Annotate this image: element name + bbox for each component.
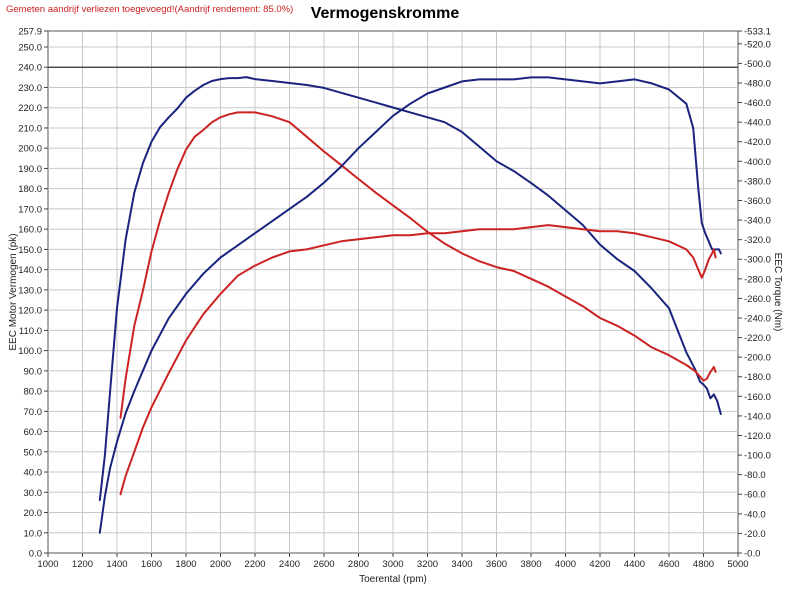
x-axis-title: Toerental (rpm) [359,574,427,585]
y-tick-label: 20.0 [24,508,43,519]
chart-title: Vermogenskromme [311,5,460,22]
x-tick-label: 3600 [486,559,507,570]
y-tick-label: 110.0 [19,326,42,337]
y2-tick-label: -300.0 [744,255,771,266]
x-tick-label: 1000 [37,559,58,570]
y-axis-title: EEC Motor Vermogen (pk) [8,233,19,350]
x-tick-label: 1200 [72,559,93,570]
y-tick-label: 200.0 [18,144,42,155]
y-tick-label: 40.0 [24,468,43,479]
y-tick-label: 250.0 [18,42,42,53]
y2-tick-label: -120.0 [744,431,771,442]
y-tick-label: 70.0 [24,407,43,418]
x-axis-ticks: 1000 1200 1400 1600 1800 2000 2200 2400 2600 2800… [37,553,749,570]
y2-tick-label: -533.1 [744,27,771,38]
y2-tick-label: -140.0 [744,411,771,422]
y2-tick-label: -260.0 [744,294,771,305]
x-tick-label: 2000 [210,559,231,570]
x-tick-label: 3000 [382,559,403,570]
chart-annotation: Gemeten aandrijf verliezen toegevoegd!(A… [6,4,293,15]
y-tick-label: 10.0 [24,528,43,539]
x-tick-label: 4600 [658,559,679,570]
y2-tick-label: -20.0 [744,529,766,540]
x-tick-label: 4200 [589,559,610,570]
y-axis-ticks: 0.0 10.0 20.0 30.0 40.0 50.0 60.0 70.0 80.0 90.0 1… [18,27,48,560]
y-tick-label: 140.0 [18,265,42,276]
y-tick-label: 240.0 [18,63,42,74]
y2-tick-label: -280.0 [744,274,771,285]
x-tick-label: 3200 [417,559,438,570]
y-tick-label: 100.0 [18,346,42,357]
x-tick-label: 4400 [624,559,645,570]
y2-tick-label: -100.0 [744,451,771,462]
y2-tick-label: -440.0 [744,118,771,129]
y2-tick-label: -240.0 [744,313,771,324]
y-tick-label: 257.9 [18,27,42,38]
y-tick-label: 150.0 [18,245,42,256]
y2-tick-label: -400.0 [744,157,771,168]
x-tick-label: 3400 [451,559,472,570]
y2-tick-label: -40.0 [744,509,766,520]
y2-tick-label: -420.0 [744,137,771,148]
grid [48,31,738,553]
x-tick-label: 5000 [727,559,748,570]
y-tick-label: 180.0 [18,184,42,195]
x-tick-label: 2600 [313,559,334,570]
y-tick-label: 60.0 [24,427,43,438]
power-curve-red [119,224,717,496]
y-tick-label: 80.0 [24,387,43,398]
y2-tick-label: -340.0 [744,216,771,227]
x-tick-label: 3800 [520,559,541,570]
y2-tick-label: -0.0 [744,549,760,560]
y2-tick-label: -200.0 [744,353,771,364]
y-tick-label: 160.0 [18,225,42,236]
x-tick-label: 1400 [106,559,127,570]
y2-tick-label: -80.0 [744,470,766,481]
y-tick-label: 190.0 [18,164,42,175]
y-tick-label: 230.0 [18,83,42,94]
y2-tick-label: -500.0 [744,59,771,70]
y-tick-label: 130.0 [18,285,42,296]
y-tick-label: 50.0 [24,447,43,458]
y2-tick-label: -220.0 [744,333,771,344]
y-tick-label: 170.0 [18,204,42,215]
x-tick-label: 1800 [175,559,196,570]
y-tick-label: 30.0 [24,488,43,499]
torque-curve-blue [98,76,722,502]
y-tick-label: 120.0 [18,306,42,317]
x-tick-label: 1600 [141,559,162,570]
y2-tick-label: -60.0 [744,490,766,501]
y2-tick-label: -360.0 [744,196,771,207]
y-tick-label: 220.0 [18,103,42,114]
y2-tick-label: -480.0 [744,78,771,89]
y2-tick-label: -160.0 [744,392,771,403]
y2-tick-label: -320.0 [744,235,771,246]
torque-curve-red [119,111,717,419]
x-tick-label: 4800 [693,559,714,570]
y-tick-label: 90.0 [24,366,43,377]
y2-tick-label: -380.0 [744,176,771,187]
power-curve-blue [98,76,722,534]
y2-tick-label: -520.0 [744,39,771,50]
y-tick-label: 210.0 [18,123,42,134]
y2-axis-ticks: -0.0 -20.0 -40.0 -60.0 -80.0 -100.0 -120.0 -140… [738,27,771,560]
x-tick-label: 2800 [348,559,369,570]
series-layer [98,76,722,534]
x-tick-label: 2400 [279,559,300,570]
y2-tick-label: -180.0 [744,372,771,383]
y2-axis-title: EEC Torque (Nm) [772,253,783,332]
x-tick-label: 2200 [244,559,265,570]
y-tick-label: 0.0 [29,549,42,560]
y2-tick-label: -460.0 [744,98,771,109]
x-tick-label: 4000 [555,559,576,570]
